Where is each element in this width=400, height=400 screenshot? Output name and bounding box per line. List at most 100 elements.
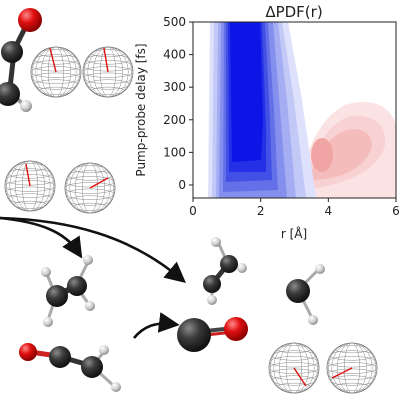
sphere-latitude [277, 345, 311, 354]
sphere-latitude [68, 170, 112, 181]
positive-feature-contours [300, 101, 396, 198]
sphere-latitude [30, 66, 82, 78]
hydrogen-atom [211, 237, 221, 247]
hydrogen-atom [20, 100, 32, 112]
contour-plot: 0 2 4 6 0 100 200 300 400 500 ΔPDF(r) r [Å] Pump… [134, 3, 400, 241]
molecule-ethylene [41, 255, 95, 327]
sphere-latitude [34, 79, 78, 90]
sphere-latitude [13, 200, 47, 209]
y-tick-label: 100 [163, 145, 186, 159]
y-tick-label: 400 [163, 48, 186, 62]
y-axis-label: Pump-probe delay [fs] [134, 43, 148, 176]
sphere-latitude [13, 163, 47, 172]
sphere-latitude [8, 168, 52, 179]
reaction-arrows [0, 216, 186, 339]
wireframe-sphere [4, 160, 56, 212]
x-tick-label: 2 [257, 204, 265, 218]
y-tick-label: 300 [163, 80, 186, 94]
wireframe-sphere [64, 162, 116, 214]
plot-title: ΔPDF(r) [265, 3, 322, 21]
sphere-latitude [330, 350, 374, 361]
y-tick-label: 0 [178, 178, 186, 192]
oxygen-atom [18, 8, 42, 32]
sphere-latitude [86, 54, 130, 65]
sphere-latitude [65, 176, 115, 188]
sphere-latitude [327, 368, 377, 380]
carbon-atom [67, 276, 87, 296]
sphere-latitude [91, 86, 125, 95]
wireframe-sphere [268, 342, 320, 394]
sphere-latitude [326, 362, 378, 374]
orientation-spheres [4, 46, 378, 394]
hydrogen-atom [207, 295, 217, 305]
sphere-latitude [335, 345, 369, 354]
orientation-vector [331, 367, 353, 379]
x-axis-ticks: 0 2 4 6 [189, 198, 400, 218]
sphere-latitude [5, 186, 55, 198]
sphere-latitude [4, 180, 56, 192]
wireframe-sphere [82, 46, 134, 98]
sphere-latitude [8, 193, 52, 204]
sphere-latitude [335, 382, 369, 391]
sphere-latitude [91, 49, 125, 58]
molecule-carbon-monoxide [177, 317, 248, 352]
sphere-latitude [269, 356, 319, 368]
carbon-atom [1, 41, 23, 63]
sphere-latitude [327, 356, 377, 368]
arrow-to-vinyl [0, 216, 186, 284]
hydrogen-atom [315, 264, 325, 274]
orientation-vector [49, 47, 57, 73]
wireframe-sphere [326, 342, 378, 394]
x-tick-label: 6 [392, 204, 400, 218]
hydrogen-atom [43, 317, 53, 327]
oxygen-atom [224, 317, 248, 341]
sphere-latitude [272, 375, 316, 386]
sphere-latitude [34, 54, 78, 65]
sphere-latitude [277, 382, 311, 391]
sphere-longitude [344, 342, 360, 394]
negative-feature-contours [208, 22, 316, 198]
sphere-latitude [73, 165, 107, 174]
hydrogen-atom [237, 263, 247, 273]
x-tick-label: 0 [189, 204, 197, 218]
hydrogen-atom [83, 255, 93, 265]
arrow-to-ethylene [0, 216, 83, 259]
molecule-ketene-bottom [19, 343, 121, 392]
sphere-latitude [86, 79, 130, 90]
sphere-longitude [48, 46, 64, 98]
hydrogen-atom [99, 345, 109, 355]
hydrogen-atom [111, 382, 121, 392]
sphere-latitude [272, 350, 316, 361]
carbon-atom [81, 356, 103, 378]
sphere-latitude [330, 375, 374, 386]
sphere-latitude [73, 202, 107, 211]
hydrogen-atom [85, 301, 95, 311]
carbon-atom [49, 346, 71, 368]
carbon-atom [0, 82, 20, 106]
wireframe-sphere [30, 46, 82, 98]
sphere-latitude [39, 49, 73, 58]
carbon-atom [203, 275, 221, 293]
sphere-latitude [68, 195, 112, 206]
plot-frame [192, 21, 397, 199]
sphere-longitude [286, 342, 302, 394]
hydrogen-atom [308, 315, 318, 325]
orientation-vector [103, 47, 109, 73]
sphere-latitude [39, 86, 73, 95]
carbon-atom [177, 318, 211, 352]
sphere-latitude [268, 362, 320, 374]
orientation-vector [293, 367, 307, 387]
arrow-to-carbon-monoxide [133, 312, 180, 339]
y-tick-label: 500 [163, 15, 186, 29]
carbon-atom [220, 255, 238, 273]
orientation-vector [89, 177, 109, 189]
sphere-longitude [100, 46, 116, 98]
sphere-latitude [65, 188, 115, 200]
y-tick-label: 200 [163, 113, 186, 127]
y-axis-ticks: 0 100 200 300 400 500 [163, 15, 193, 192]
molecule-vinyl-fragment [203, 237, 247, 305]
molecule-ketene-top-left [0, 8, 42, 112]
x-axis-label: r [Å] [281, 226, 307, 241]
